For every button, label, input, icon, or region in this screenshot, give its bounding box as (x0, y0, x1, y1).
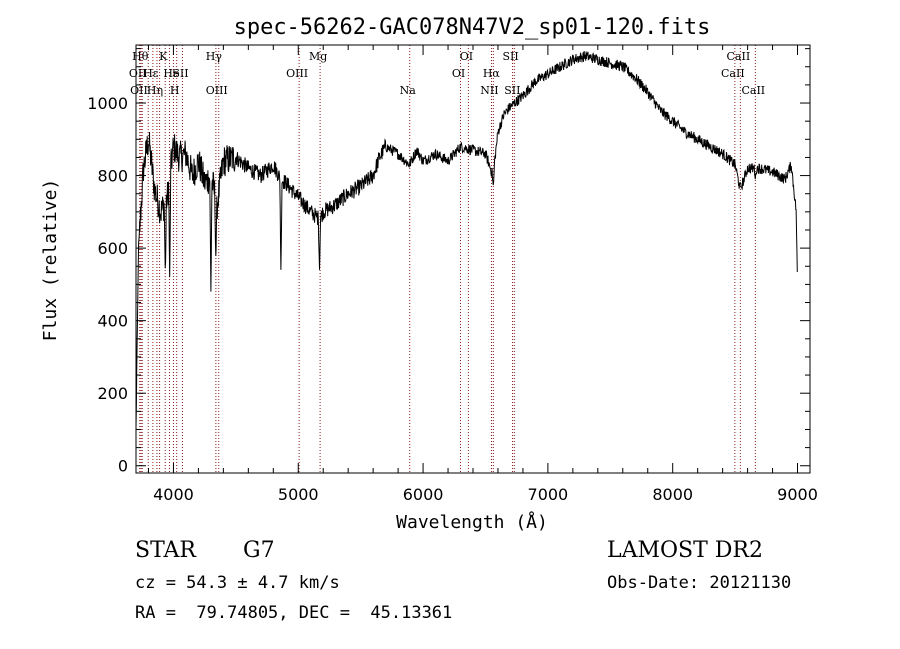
line-marker-label: Hε (143, 67, 159, 80)
line-marker-label: NII (480, 84, 498, 97)
x-tick-label: 8000 (652, 485, 693, 504)
line-marker-label: OIII (206, 84, 228, 97)
y-tick-label: 200 (97, 384, 128, 403)
line-marker-label: Hα (483, 67, 501, 80)
redshift-velocity: cz = 54.3 ± 4.7 km/s (135, 573, 340, 593)
observation-date: Obs-Date: 20121130 (607, 573, 792, 593)
line-marker-label: OII (130, 84, 148, 97)
y-tick-label: 800 (97, 167, 128, 186)
survey-name: LAMOST DR2 (607, 538, 763, 563)
line-marker-label: Na (400, 84, 417, 97)
sky-coordinates: RA = 79.74805, DEC = 45.13361 (135, 603, 453, 623)
line-marker-label: OI (452, 67, 465, 80)
chart-title: spec-56262-GAC078N47V2_sp01-120.fits (234, 15, 711, 40)
x-tick-label: 5000 (278, 485, 319, 504)
line-marker-label: H (170, 84, 180, 97)
spectrum-line (135, 51, 798, 429)
line-marker-label: CaII (741, 84, 765, 97)
line-marker-label: Hθ (132, 50, 149, 63)
line-marker-label: OIII (286, 67, 308, 80)
x-tick-label: 6000 (403, 485, 444, 504)
x-tick-label: 9000 (777, 485, 818, 504)
line-marker-label: Mg (309, 50, 327, 63)
y-tick-label: 400 (97, 312, 128, 331)
line-marker-label: SII (504, 84, 520, 97)
line-marker-labels: HθOIIOIIHεHηKHeHSIIHγOIIIOIIIMgNaOIOINII… (129, 50, 765, 97)
line-marker-label: Hη (147, 84, 163, 97)
x-axis-label: Wavelength (Å) (396, 511, 548, 533)
line-marker-label: Hγ (206, 50, 223, 63)
y-axis: 0 200 400 600 800 1000 (87, 48, 810, 476)
line-marker-label: K (159, 50, 168, 63)
x-tick-label: 4000 (153, 485, 194, 504)
object-subclass: G7 (243, 538, 275, 563)
line-marker-label: CaII (727, 50, 751, 63)
x-axis: 4000 5000 6000 7000 8000 9000 (147, 45, 818, 504)
y-tick-label: 0 (118, 457, 128, 476)
line-marker-label: He (163, 67, 179, 80)
y-tick-label: 1000 (87, 94, 128, 113)
line-marker-label: CaII (721, 67, 745, 80)
line-marker-label: SII (502, 50, 518, 63)
x-tick-label: 7000 (528, 485, 569, 504)
plot-frame (135, 44, 811, 474)
line-marker-label: SII (172, 67, 188, 80)
object-class: STAR (135, 538, 196, 563)
line-marker-label: OII (129, 67, 147, 80)
line-marker-label: OI (460, 50, 473, 63)
y-axis-label: Flux (relative) (40, 179, 61, 342)
y-tick-label: 600 (97, 239, 128, 258)
